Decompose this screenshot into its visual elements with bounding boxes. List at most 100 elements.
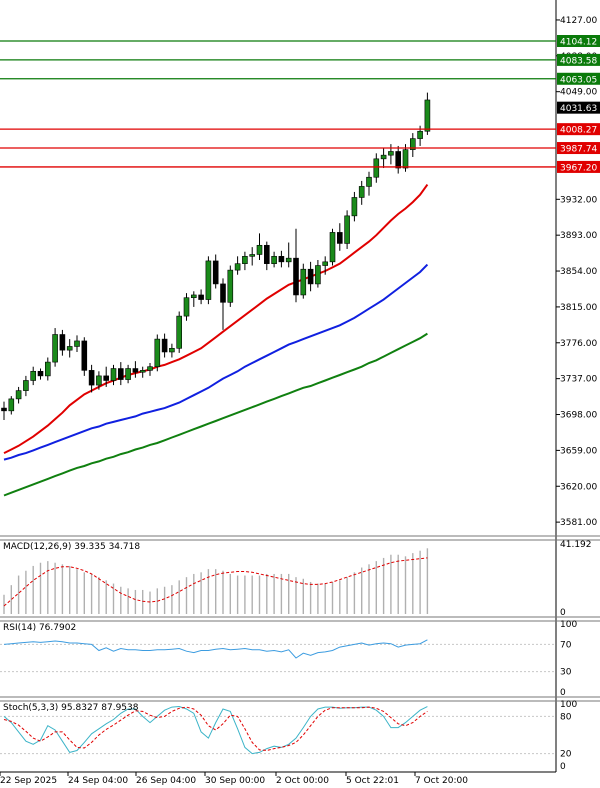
price-badge-label: 3987.74 — [560, 145, 597, 155]
candle — [1, 401, 7, 421]
x-tick-label: 24 Sep 04:00 — [68, 776, 128, 786]
x-tick-label: 22 Sep 2025 — [0, 776, 57, 786]
candle-body — [132, 368, 139, 373]
candle — [300, 263, 307, 299]
candle-body — [256, 244, 263, 255]
candle — [66, 339, 73, 358]
y-tick-label: 3854.00 — [560, 267, 597, 277]
candle-body — [198, 294, 204, 300]
price-badge-label: 4083.58 — [560, 56, 597, 66]
candle-body — [388, 151, 394, 156]
candle — [380, 147, 387, 169]
candle-body — [351, 197, 358, 217]
candle — [322, 256, 329, 275]
candle — [183, 293, 190, 321]
price-badge-label: 3967.20 — [560, 163, 597, 173]
candle-body — [402, 149, 409, 169]
candle-body — [183, 297, 190, 317]
candle-body — [118, 368, 124, 380]
candle — [329, 228, 336, 266]
candle — [59, 329, 66, 356]
rsi-tick-label: 0 — [560, 688, 566, 698]
y-tick-label: 3776.00 — [560, 339, 597, 349]
candle-body — [147, 366, 153, 371]
candle — [96, 371, 102, 390]
macd-header: MACD(12,26,9) 39.335 34.718 — [3, 542, 140, 552]
candle — [205, 256, 212, 305]
current-price-badge — [557, 101, 600, 114]
candle — [191, 291, 197, 307]
candle-body — [329, 232, 336, 263]
moving-average-line — [3, 184, 429, 454]
candle-body — [424, 99, 431, 132]
candle-body — [154, 338, 161, 367]
candle-body — [249, 254, 255, 257]
candle — [293, 228, 299, 303]
candle-body — [366, 176, 372, 187]
stoch-tick-label: 20 — [560, 750, 572, 760]
rsi-tick-label: 70 — [560, 640, 572, 650]
candle-body — [336, 232, 343, 244]
candle-body — [227, 269, 234, 303]
y-tick-label: 3581.00 — [560, 518, 597, 528]
x-tick-label: 26 Sep 04:00 — [136, 776, 196, 786]
candle — [23, 375, 29, 397]
candle — [15, 386, 22, 404]
stoch-header: Stoch(5,3,3) 95.8327 87.9538 — [3, 703, 139, 713]
y-tick-label: 3893.00 — [560, 231, 597, 241]
candle — [161, 333, 168, 358]
macd-tick-label: 41.192 — [560, 540, 592, 550]
price-badge — [557, 142, 600, 155]
candle-body — [278, 256, 285, 263]
stoch-tick-label: 100 — [560, 700, 577, 710]
candle — [344, 210, 350, 249]
candle — [88, 364, 95, 393]
candle — [336, 223, 343, 251]
candle — [30, 366, 37, 386]
current-price-label: 4031.63 — [560, 104, 597, 114]
candle — [81, 337, 88, 376]
candle-body — [74, 340, 80, 347]
candle — [103, 366, 109, 387]
y-tick-label: 3659.00 — [560, 446, 597, 456]
candle — [176, 311, 182, 353]
candle — [234, 256, 241, 275]
candle-body — [8, 398, 15, 412]
candle-body — [52, 334, 58, 363]
candle-body — [110, 368, 117, 381]
candle — [271, 251, 277, 268]
candle — [139, 366, 146, 378]
candle — [125, 364, 131, 384]
candle-body — [271, 256, 277, 264]
candle-body — [380, 154, 387, 160]
candle — [285, 242, 292, 268]
price-badge — [557, 160, 600, 173]
candle-body — [169, 347, 175, 353]
candle — [409, 133, 416, 157]
stoch-tick-label: 80 — [560, 712, 572, 722]
rsi-line — [3, 639, 428, 659]
price-badge-label: 4008.27 — [560, 126, 597, 136]
candle-body — [358, 186, 365, 198]
candle-body — [417, 130, 423, 139]
candle-body — [176, 315, 182, 349]
candle-body — [23, 380, 29, 391]
candle — [8, 396, 15, 415]
rsi-header: RSI(14) 76.7902 — [3, 623, 76, 633]
x-tick-label: 30 Sep 00:00 — [205, 776, 265, 786]
candle — [37, 368, 44, 380]
candle-body — [205, 260, 212, 300]
y-tick-label: 3737.00 — [560, 375, 597, 385]
candle-body — [395, 151, 402, 169]
stoch-k-line — [3, 705, 428, 755]
candle — [212, 254, 219, 289]
candle-body — [234, 263, 241, 271]
candle — [118, 362, 124, 386]
candle — [307, 261, 314, 292]
candle — [110, 364, 117, 386]
candle-body — [125, 368, 131, 380]
candle-body — [242, 256, 248, 264]
price-badge — [557, 34, 600, 47]
candle-body — [81, 340, 88, 371]
